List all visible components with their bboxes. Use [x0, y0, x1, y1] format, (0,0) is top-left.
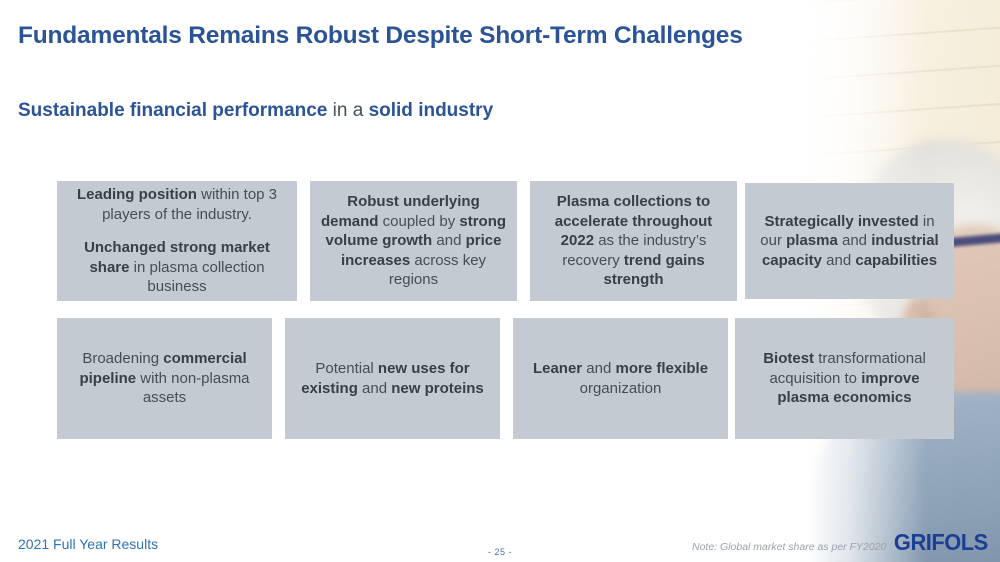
page-number: - 25 -: [487, 547, 512, 557]
slide-title: Fundamentals Remains Robust Despite Shor…: [18, 22, 743, 49]
card-commercial-pipeline: Broadening commercial pipeline with non-…: [57, 318, 272, 439]
footer-report-title: 2021 Full Year Results: [18, 536, 159, 552]
card-robust-demand: Robust underlying demand coupled by stro…: [310, 181, 517, 301]
card-leaner-organization: Leaner and more flexible organization: [513, 318, 728, 439]
footnote: Note: Global market share as per FY2020: [692, 541, 887, 553]
card-new-uses-proteins: Potential new uses for existing and new …: [285, 318, 500, 439]
card-strategically-invested: Strategically invested in our plasma and…: [745, 183, 954, 299]
card-leading-position: Leading position within top 3 players of…: [57, 181, 297, 301]
grifols-logo: GRIFOLS: [894, 529, 988, 555]
card-biotest-acquisition: Biotest transformational acquisition to …: [735, 318, 954, 439]
slide-subtitle: Sustainable financial performance in a s…: [18, 100, 494, 121]
card-plasma-collections: Plasma collections to accelerate through…: [530, 181, 737, 301]
